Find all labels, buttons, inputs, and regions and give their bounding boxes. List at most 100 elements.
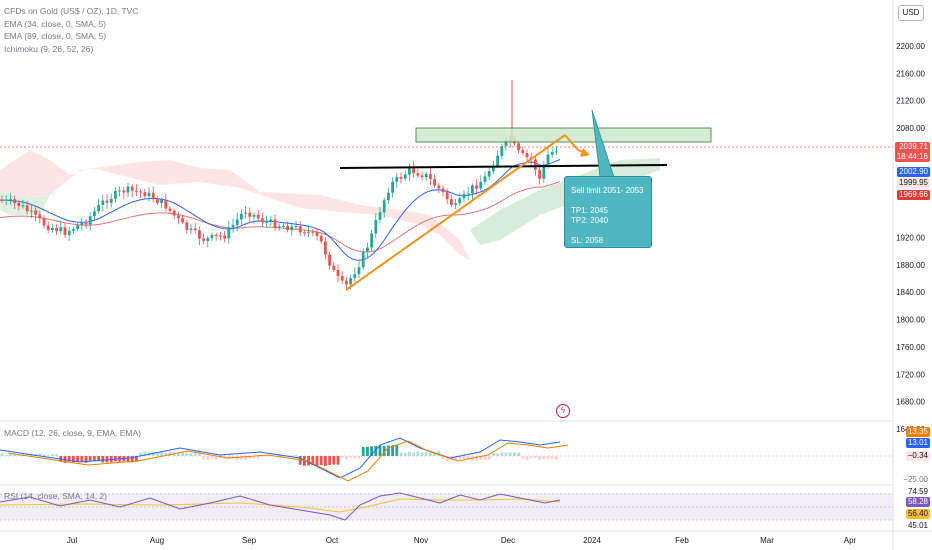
candle-body: [332, 265, 336, 270]
macd-bar: [366, 446, 369, 456]
macd-bar: [151, 451, 155, 456]
candle-body: [391, 181, 394, 193]
candle-body: [114, 190, 117, 199]
kijun-tag: 1999.95: [897, 178, 930, 188]
macd-bar: [13, 453, 16, 456]
time-axis-label: Apr: [844, 536, 857, 545]
candle-body: [294, 226, 298, 228]
candle-body: [227, 227, 231, 239]
ema-89-line: [0, 181, 561, 253]
currency-button[interactable]: USD: [898, 5, 924, 21]
price-tick-label: 2160.00: [896, 69, 925, 78]
macd-bar: [391, 445, 394, 456]
macd-bar: [193, 451, 197, 456]
macd-bar: [177, 452, 180, 456]
candle-body: [483, 176, 487, 182]
rsi-ma-line: [0, 498, 561, 513]
lightning-icon[interactable]: ϟ: [556, 404, 570, 418]
candle-body: [202, 238, 205, 241]
candle-body: [172, 210, 176, 216]
macd-bar: [261, 455, 264, 457]
candle-body: [63, 227, 67, 236]
tp2-text: TP2: 2040: [571, 216, 608, 225]
time-axis-labels: Jul Aug Sep Oct Nov Dec 2024 Feb Mar Apr: [67, 536, 857, 545]
macd-bar: [441, 456, 445, 460]
ema-89-legend[interactable]: EMA (89, close, 0, SMA, 5): [4, 31, 107, 41]
candle-body: [437, 185, 441, 189]
candle-body: [235, 219, 239, 225]
ema-34-line: [0, 159, 561, 261]
candle-body: [487, 171, 491, 177]
macd-bar: [454, 456, 457, 461]
macd-bar: [378, 445, 382, 456]
candle-body: [93, 211, 96, 217]
ema-34-legend[interactable]: EMA (34, close, 0, SMA, 5): [4, 18, 107, 29]
rsi-label[interactable]: RSI (14, close, SMA, 14, 2): [4, 491, 107, 501]
signal-line: [7, 440, 569, 482]
macd-bar: [256, 456, 260, 459]
candle-body: [105, 200, 109, 203]
time-axis-label: Oct: [326, 536, 339, 545]
macd-bar: [395, 445, 399, 456]
macd-bar: [164, 452, 168, 456]
candle-body: [475, 185, 478, 189]
macd-bar: [252, 456, 256, 459]
macd-label[interactable]: MACD (12, 26, close, 9, EMA, EMA): [4, 428, 141, 438]
macd-bar: [542, 456, 546, 460]
macd-bar: [479, 456, 483, 460]
macd-bar: [315, 456, 319, 466]
macd-bar: [240, 456, 243, 460]
macd-bar: [46, 454, 50, 456]
macd-bar: [139, 452, 142, 456]
ichimoku-legend[interactable]: Ichimoku (9, 26, 52, 26): [4, 43, 94, 54]
candle-body: [277, 226, 281, 228]
price-tick-label: 1920.00: [896, 234, 925, 243]
macd-bar: [555, 456, 558, 460]
macd-bar: [475, 456, 478, 461]
candle-body: [416, 173, 420, 176]
candle-body: [122, 190, 126, 193]
price-axis-ticks: 2200.00 2160.00 2120.00 2080.00 1920.00 1880.…: [896, 42, 925, 434]
candle-body: [521, 150, 525, 154]
candle-body: [156, 199, 159, 204]
macd-bar: [9, 454, 12, 456]
macd-bar: [72, 456, 75, 463]
macd-bar: [408, 451, 411, 456]
macd-bar: [357, 456, 361, 459]
macd-bar: [76, 456, 79, 462]
candle-body: [193, 228, 197, 231]
symbol-title[interactable]: CFDs on Gold (US$ / OZ), 1D, TVC: [4, 6, 139, 16]
candle-body: [290, 226, 294, 231]
rsi-lower-tick: 45.01: [907, 521, 928, 530]
macd-bar: [399, 452, 403, 456]
macd-bar: [202, 456, 205, 460]
macd-bar: [529, 456, 533, 459]
macd-bar: [80, 456, 84, 462]
price-tick-label: 1760.00: [896, 343, 925, 352]
candle-body: [298, 226, 302, 233]
candle-body: [177, 215, 180, 219]
candle-body: [441, 188, 445, 193]
candle-body: [0, 200, 4, 201]
macd-bar: [143, 451, 147, 456]
candle-body: [38, 214, 42, 219]
trade-callout[interactable]: Sell limit 2051- 2053 TP1: 2045 TP2: 204…: [564, 176, 652, 248]
candle-body: [525, 153, 529, 158]
macd-bar: [412, 452, 415, 456]
candle-body: [84, 222, 88, 225]
price-tick-label: 1800.00: [896, 316, 925, 325]
candle-body: [139, 191, 142, 193]
candle-body: [256, 214, 260, 219]
macd-bar: [181, 451, 184, 456]
candle-body: [466, 193, 470, 195]
candle-body: [88, 216, 92, 225]
candle-body: [34, 210, 37, 215]
macd-bar: [433, 452, 436, 456]
candle-body: [135, 190, 138, 192]
candle-body: [538, 169, 541, 179]
macd-bar: [340, 456, 344, 459]
macd-bar: [206, 456, 210, 460]
candle-body: [382, 200, 386, 213]
macd-value-tag: 13.35: [905, 427, 930, 437]
